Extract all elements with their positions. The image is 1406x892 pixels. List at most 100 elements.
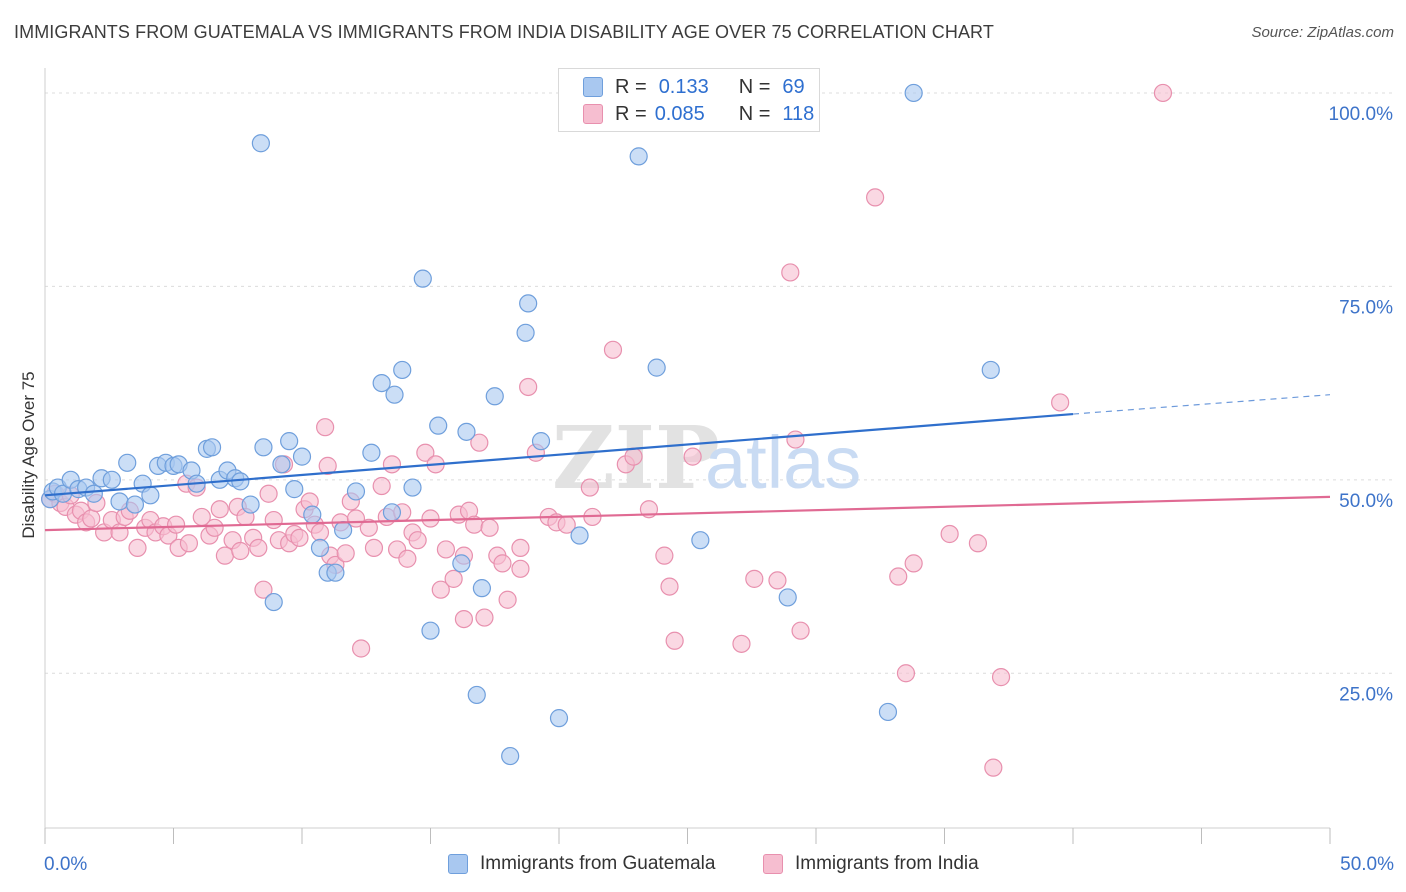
india-point [665, 631, 684, 650]
india-swatch [583, 104, 603, 124]
guatemala-point [467, 685, 486, 705]
x-tick-label-min: 0.0% [44, 854, 87, 875]
india-point [398, 549, 417, 568]
guatemala-point [125, 495, 145, 514]
legend-r-label: R = [615, 75, 647, 98]
india-point [896, 664, 916, 683]
guatemala-point [457, 422, 476, 441]
india-point [498, 590, 517, 609]
legend-india-n: 118 [782, 102, 815, 125]
india-point [408, 531, 427, 550]
guatemala-trend-extension [1072, 394, 1331, 415]
india-point [310, 523, 330, 542]
india-point [436, 540, 456, 559]
gridlines [45, 92, 1395, 674]
guatemala-point [346, 482, 366, 501]
legend-row-india: R = 0.085 N = 118 [559, 100, 814, 128]
watermark: ZIP atlas [552, 408, 861, 509]
guatemala-point [334, 521, 353, 540]
india-point [660, 577, 679, 596]
guatemala-point [904, 83, 923, 103]
india-point [179, 534, 199, 553]
axes [44, 68, 1331, 844]
legend-box: R = 0.133 N = 69 R = 0.085 N = 118 [558, 68, 820, 132]
bottom-legend-guatemala: Immigrants from Guatemala [448, 850, 715, 878]
india-point [866, 188, 885, 207]
india-point [82, 509, 101, 528]
y-axis-label: Disability Age Over 75 [19, 371, 38, 538]
india-point [444, 569, 463, 588]
india-point [511, 559, 530, 578]
guatemala-point [647, 358, 666, 377]
india-point [603, 340, 623, 359]
india-point [732, 634, 751, 653]
guatemala-point [501, 746, 520, 766]
india-point [1153, 83, 1173, 103]
india-point [421, 509, 440, 528]
y-tick-label: 25.0% [1339, 684, 1393, 705]
legend-row-guatemala: R = 0.133 N = 69 [559, 73, 805, 101]
legend-guatemala-r: 0.133 [658, 75, 709, 98]
india-point [352, 639, 371, 658]
x-tick-label-max: 50.0% [1340, 854, 1394, 875]
guatemala-point [393, 360, 412, 380]
source-label: Source: ZipAtlas.com [1251, 24, 1394, 41]
india-point [889, 567, 908, 586]
guatemala-point [272, 455, 291, 474]
india-point [290, 528, 309, 547]
india-point [431, 580, 450, 599]
guatemala-point [141, 486, 160, 505]
bottom-legend-india: Immigrants from India [763, 850, 979, 878]
india-point [231, 541, 250, 561]
guatemala-point [292, 447, 312, 466]
guatemala-point [519, 294, 538, 313]
guatemala-point [429, 416, 448, 435]
india-point [781, 263, 800, 282]
guatemala-point [326, 563, 345, 582]
watermark-atlas: atlas [705, 421, 861, 504]
india-point [768, 571, 787, 590]
india-point [984, 758, 1003, 777]
y-tick-label: 50.0% [1339, 491, 1393, 512]
guatemala-point [549, 709, 569, 728]
india-point [372, 476, 391, 496]
india-point [786, 430, 805, 449]
india-point [249, 538, 268, 558]
chart-title: IMMIGRANTS FROM GUATEMALA VS IMMIGRANTS … [14, 22, 994, 42]
guatemala-point [981, 360, 1000, 380]
guatemala-point [254, 438, 273, 457]
guatemala-swatch [583, 77, 603, 97]
india-point [655, 546, 674, 565]
legend-r-label: R = [615, 102, 647, 125]
india-point [454, 609, 474, 629]
india-point [336, 544, 355, 563]
bottom-legend-guatemala-label: Immigrants from Guatemala [480, 853, 716, 874]
tick-labels: 25.0% 50.0% 75.0% 100.0% 0.0% 50.0% [44, 104, 1394, 875]
guatemala-point [285, 480, 304, 499]
india-point [791, 621, 810, 640]
india-point [470, 433, 489, 452]
india-point [683, 447, 702, 466]
india-point [493, 554, 512, 573]
india-point [416, 443, 435, 462]
guatemala-point [382, 503, 402, 522]
y-tick-label: 75.0% [1339, 297, 1393, 318]
india-point [264, 510, 283, 530]
india-point [128, 538, 147, 558]
india-point [364, 538, 384, 558]
guatemala-point [516, 323, 535, 342]
guatemala-point [110, 492, 129, 511]
guatemala-point [118, 453, 137, 472]
guatemala-point [385, 385, 404, 404]
legend-india-r: 0.085 [654, 102, 705, 125]
guatemala-point [84, 484, 103, 503]
guatemala-trend-line [44, 412, 1074, 497]
india-point [382, 455, 402, 474]
india-point [745, 569, 764, 588]
india-point [475, 608, 494, 627]
india-point [624, 447, 643, 466]
guatemala-point [531, 432, 551, 451]
guatemala-point [251, 134, 270, 153]
guatemala-point [403, 478, 422, 497]
india-point [580, 478, 599, 497]
